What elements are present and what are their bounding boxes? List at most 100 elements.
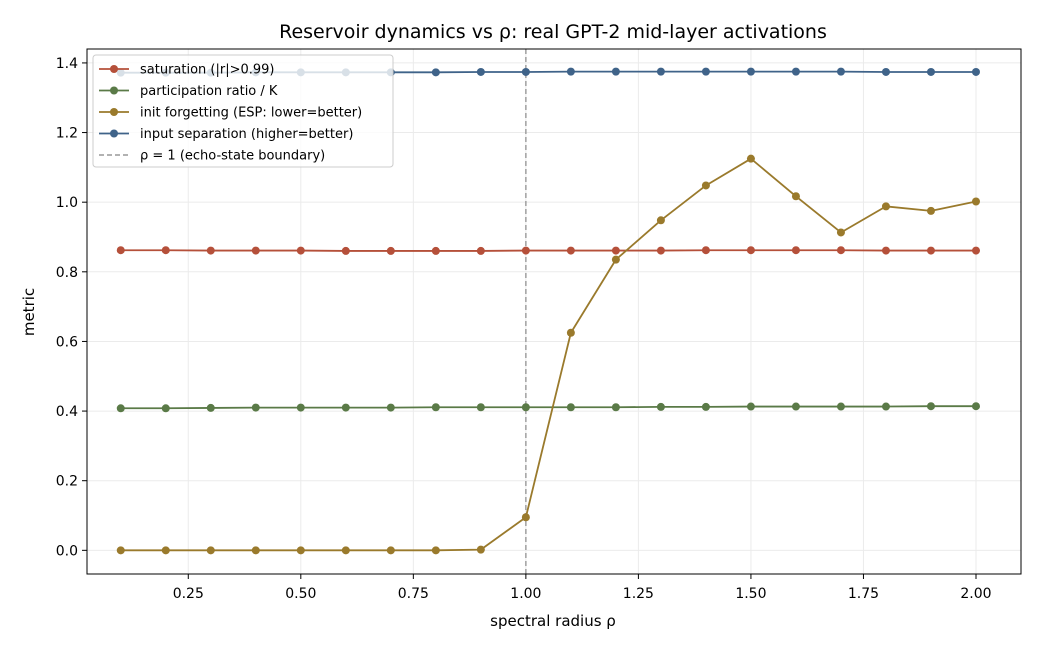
series-2-point (476, 545, 485, 554)
x-tick-label: 2.00 (960, 586, 991, 602)
series-line-1 (120, 405, 976, 410)
series-1-point (926, 402, 935, 411)
x-axis-label: spectral radius ρ (490, 612, 616, 630)
series-2-point (116, 546, 125, 555)
series-1-point (206, 403, 215, 412)
chart-title: Reservoir dynamics vs ρ: real GPT-2 mid-… (279, 21, 827, 43)
series-1-point (476, 403, 485, 412)
y-tick-label: 0.0 (56, 543, 78, 559)
series-0-point (116, 246, 125, 255)
series-3-point (431, 68, 440, 77)
legend-label: input separation (higher=better) (140, 127, 353, 142)
series-0-point (926, 246, 935, 255)
plot-area: 0.25 0.50 0.75 1.00 1.25 1.50 1.75 2.00 0.0 0.2 0.… (56, 48, 1022, 602)
series-0-point (836, 246, 845, 255)
legend-swatch-marker-2 (110, 108, 118, 116)
series-0-point (791, 246, 800, 255)
x-tick-label: 0.50 (285, 586, 316, 602)
series-0-point (881, 246, 890, 255)
series-0-point (251, 246, 260, 255)
series-1-point (341, 403, 350, 412)
legend-swatch-marker-3 (110, 129, 118, 138)
series-0-point (206, 246, 215, 255)
series-0-point (566, 246, 575, 255)
series-1-point (386, 403, 395, 412)
series-1-point (746, 402, 755, 411)
series-2-point (206, 546, 215, 555)
series-0-point (521, 246, 530, 255)
series-2-point (701, 181, 710, 190)
y-tick-label: 1.4 (56, 56, 78, 72)
y-tick-label: 1.2 (56, 126, 78, 142)
series-2-point (791, 192, 800, 201)
legend-label: init forgetting (ESP: lower=better) (140, 106, 362, 121)
series-3-point (791, 67, 800, 76)
series-0-point (656, 246, 665, 255)
series-1-point (656, 402, 665, 411)
x-tick-label: 0.75 (398, 586, 429, 602)
series-2-point (656, 216, 665, 225)
legend-label: participation ratio / K (140, 84, 278, 99)
y-tick-label: 0.8 (56, 265, 78, 281)
legend-label: ρ = 1 (echo-state boundary) (140, 149, 325, 164)
series-1-point (521, 403, 530, 412)
x-tick-label: 1.25 (623, 586, 654, 602)
series-3-point (926, 67, 935, 76)
series-2-point (926, 206, 935, 215)
series-line-2 (120, 157, 977, 552)
series-1-point (431, 403, 440, 412)
series-1-point (791, 402, 800, 411)
series-1-point (881, 402, 890, 411)
series-3-point (656, 67, 665, 76)
series-0-point (476, 246, 485, 255)
series-0-point (701, 246, 710, 255)
x-tick-label: 1.75 (848, 586, 879, 602)
series-3-point (881, 67, 890, 76)
series-0-point (341, 246, 350, 255)
y-tick-label: 0.2 (56, 474, 78, 490)
series-2-point (341, 546, 350, 555)
series-1-point (116, 404, 125, 413)
series-2-point (566, 328, 575, 337)
series-0-point (161, 246, 170, 255)
x-tick-label: 1.00 (510, 586, 541, 602)
series-1-point (296, 403, 305, 412)
legend-label: saturation (|r|>0.99) (140, 63, 275, 78)
legend-box (92, 54, 394, 168)
series-2-point (251, 546, 260, 555)
series-2-point (971, 197, 980, 206)
series-1-point (971, 402, 980, 411)
series-2-point (521, 513, 530, 522)
series-0-point (971, 246, 980, 255)
series-line-0 (120, 249, 976, 252)
series-2-point (611, 255, 620, 264)
series-3-point (566, 67, 575, 76)
series-3-point (746, 67, 755, 76)
x-tick-label: 1.50 (735, 586, 766, 602)
series-0-point (386, 246, 395, 255)
series-3-point (971, 67, 980, 76)
series-2-point (161, 546, 170, 555)
series-1-point (701, 402, 710, 411)
series-3-point (611, 67, 620, 76)
series-3-point (521, 67, 530, 76)
series-1-point (611, 403, 620, 412)
series-1-point (161, 404, 170, 413)
series-1-point (566, 403, 575, 412)
y-axis-label: metric (20, 288, 38, 336)
series-0-point (746, 246, 755, 255)
series-0-point (296, 246, 305, 255)
series-2-point (296, 546, 305, 555)
series-2-point (386, 546, 395, 555)
series-0-point (611, 246, 620, 255)
plot-frame (86, 48, 1022, 575)
series-3-point (701, 67, 710, 76)
legend-swatch-marker-0 (110, 65, 118, 73)
legend: saturation (|r|>0.99) participation ratio… (92, 54, 394, 168)
x-tick-label: 0.25 (173, 586, 204, 602)
series-3-point (836, 67, 845, 76)
series-3-point (476, 67, 485, 76)
y-tick-label: 1.0 (56, 195, 78, 211)
y-tick-label: 0.4 (56, 404, 78, 420)
